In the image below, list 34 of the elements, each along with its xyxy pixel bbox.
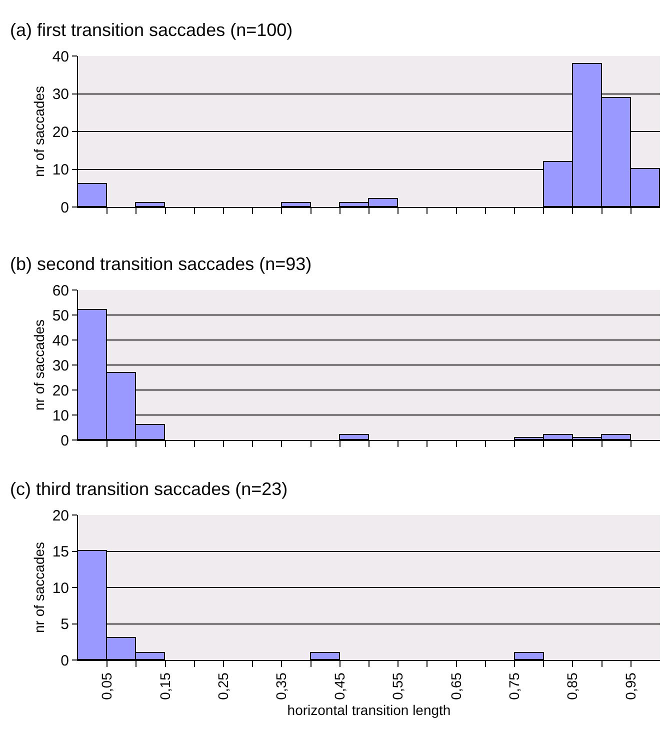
y-tick-label: 40 — [52, 332, 69, 350]
x-tick-label: 0,75 — [506, 672, 522, 700]
y-tick-label: 10 — [52, 162, 69, 178]
y-tick-label: 0 — [60, 199, 69, 216]
y-tick-label: 10 — [52, 407, 69, 424]
y-tick-label: 5 — [60, 616, 69, 633]
y-axis-title: nr of saccades — [30, 319, 47, 411]
y-tick-label: 0 — [60, 652, 69, 670]
y-tick-label: 30 — [52, 86, 69, 103]
y-tick-label: 40 — [52, 48, 69, 66]
y-tick-label: 10 — [52, 580, 69, 597]
y-tick-label: 20 — [52, 382, 69, 400]
y-tick-label: 20 — [52, 507, 69, 524]
x-tick-label: 0,85 — [564, 672, 580, 700]
x-axis-title: horizontal transition length — [287, 702, 451, 718]
x-tick-label: 0,15 — [156, 672, 173, 700]
y-tick-label: 15 — [52, 544, 69, 560]
x-tick-label: 0,45 — [331, 672, 348, 700]
x-tick-label: 0,95 — [622, 672, 638, 700]
y-tick-label: 50 — [52, 307, 69, 324]
chart-title: (a) first transition saccades (n=100) — [10, 20, 293, 40]
y-tick-label: 30 — [52, 357, 69, 374]
y-tick-label: 60 — [52, 282, 69, 300]
y-axis-title: nr of saccades — [30, 86, 47, 178]
x-tick-label: 0,25 — [215, 672, 232, 700]
x-tick-label: 0,65 — [448, 672, 464, 700]
x-tick-label: 0,05 — [98, 672, 115, 700]
chart-title: (b) second transition saccades (n=93) — [10, 254, 312, 274]
x-tick-label: 0,35 — [273, 672, 290, 700]
chart-title: (c) third transition saccades (n=23) — [10, 479, 288, 499]
y-tick-label: 20 — [52, 124, 69, 141]
y-tick-label: 0 — [60, 432, 69, 450]
y-axis-title: nr of saccades — [30, 542, 47, 634]
x-tick-label: 0,55 — [390, 672, 406, 700]
